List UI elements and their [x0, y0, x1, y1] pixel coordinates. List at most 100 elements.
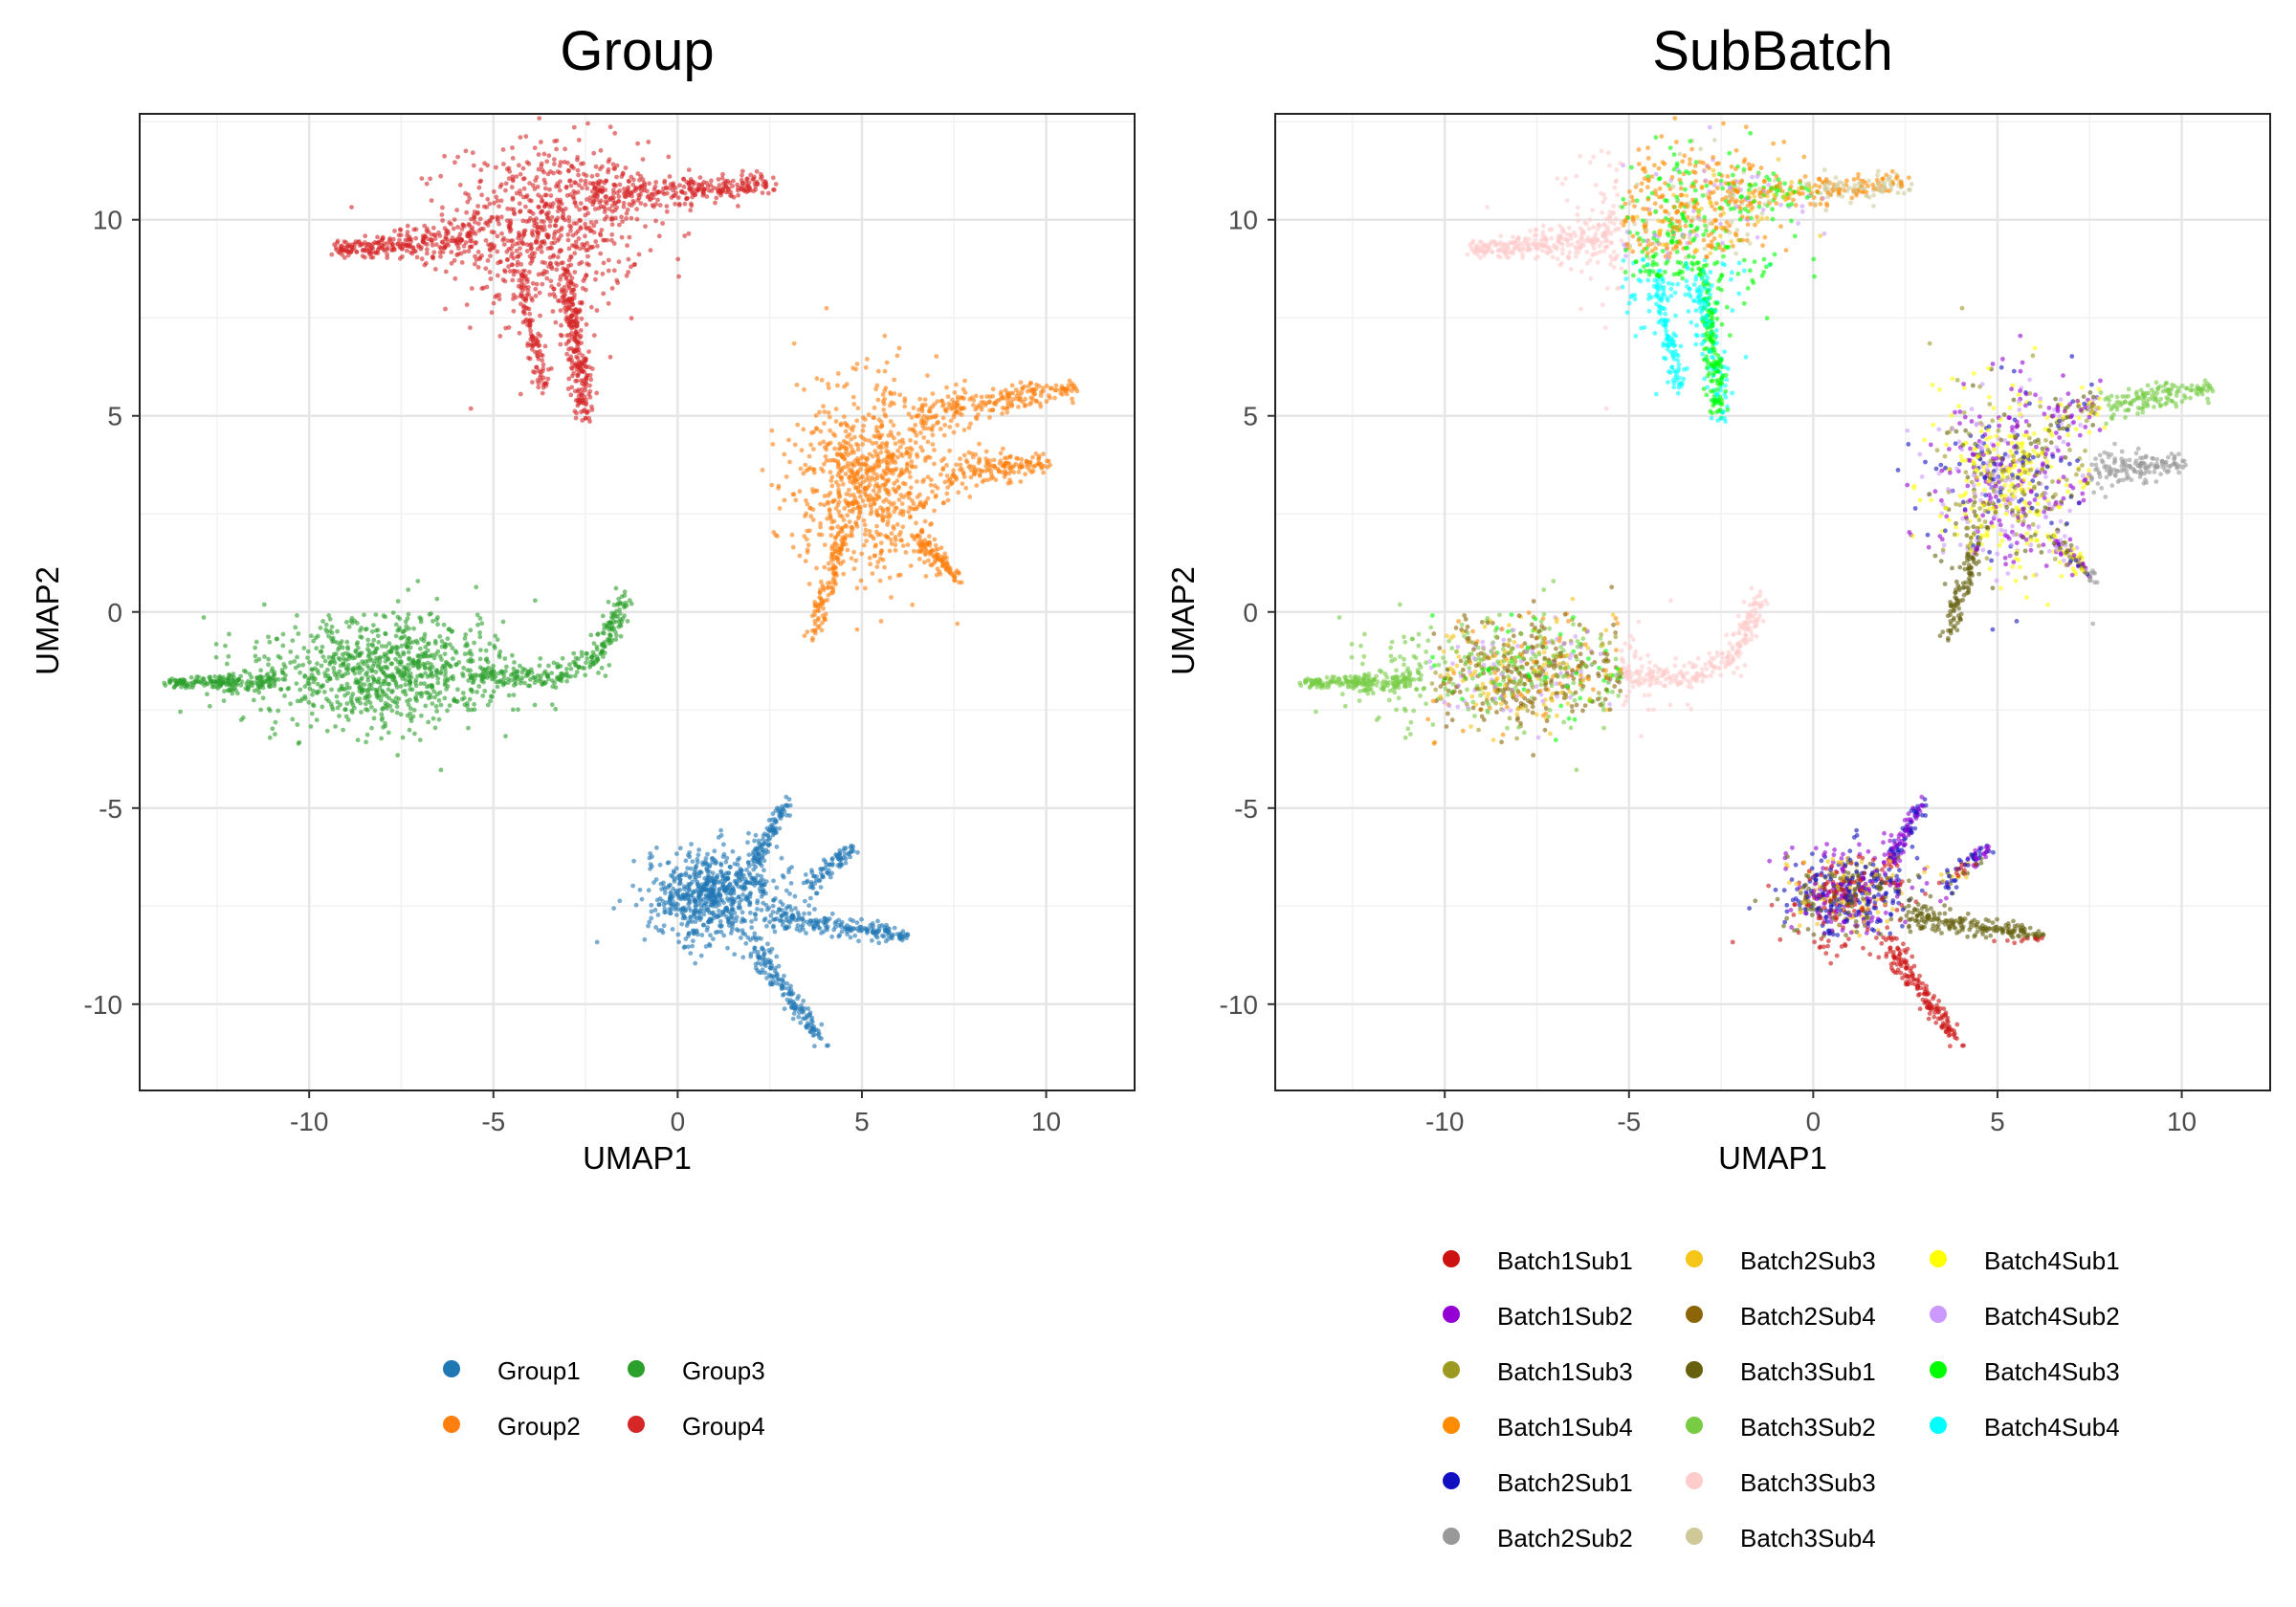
- data-point: [324, 728, 330, 734]
- data-point: [360, 253, 365, 259]
- data-point: [472, 701, 476, 707]
- data-point: [799, 448, 805, 453]
- data-point: [787, 459, 792, 465]
- data-point: [515, 269, 520, 275]
- data-point: [674, 851, 679, 856]
- data-point: [685, 195, 690, 201]
- data-point: [847, 508, 852, 514]
- data-point: [753, 916, 759, 922]
- data-point: [533, 598, 538, 604]
- data-point: [939, 458, 944, 463]
- data-point: [944, 463, 949, 468]
- data-point: [445, 678, 451, 683]
- data-point: [694, 871, 699, 877]
- data-point: [506, 264, 511, 270]
- data-point: [1036, 384, 1042, 389]
- data-point: [921, 560, 927, 565]
- data-point: [564, 678, 569, 684]
- data-point: [843, 440, 849, 446]
- data-point: [430, 225, 436, 231]
- data-point: [580, 186, 585, 190]
- data-point: [358, 681, 364, 687]
- data-point: [806, 542, 811, 548]
- data-point: [408, 711, 413, 716]
- data-point: [552, 139, 558, 144]
- data-point: [851, 463, 857, 468]
- data-point: [922, 518, 928, 524]
- data-point: [893, 460, 898, 465]
- data-point: [489, 230, 495, 234]
- data-point: [979, 407, 984, 412]
- data-point: [872, 405, 877, 410]
- data-point: [534, 364, 540, 370]
- data-point: [614, 205, 620, 210]
- data-point: [527, 181, 532, 187]
- data-point: [395, 753, 401, 758]
- data-point: [572, 308, 577, 314]
- data-point: [607, 207, 612, 211]
- data-point: [749, 918, 754, 924]
- data-point: [544, 231, 550, 237]
- data-point: [826, 410, 831, 415]
- data-point: [455, 225, 460, 230]
- data-point: [612, 130, 618, 136]
- data-point: [940, 404, 945, 408]
- data-point: [311, 703, 317, 709]
- data-point: [812, 630, 818, 636]
- data-point: [356, 662, 361, 667]
- data-point: [963, 485, 969, 491]
- data-point: [573, 415, 579, 421]
- data-point: [878, 619, 884, 624]
- data-point: [524, 292, 530, 297]
- data-point: [365, 241, 371, 247]
- data-point: [528, 677, 533, 682]
- data-point: [392, 677, 397, 683]
- data-point: [603, 673, 608, 678]
- data-point: [979, 468, 984, 473]
- data-point: [453, 160, 457, 165]
- data-point: [622, 589, 628, 595]
- data-point: [709, 917, 714, 923]
- data-point: [212, 679, 218, 684]
- data-point: [355, 737, 361, 742]
- data-point: [941, 432, 947, 438]
- data-point: [853, 558, 858, 563]
- data-point: [544, 159, 550, 165]
- data-point: [572, 190, 578, 196]
- data-point: [295, 613, 299, 618]
- data-point: [530, 183, 536, 188]
- data-point: [736, 204, 740, 209]
- data-point: [764, 923, 769, 929]
- data-point: [447, 703, 453, 708]
- data-point: [415, 653, 421, 659]
- data-point: [352, 671, 358, 676]
- data-point: [430, 243, 435, 248]
- data-point: [468, 668, 473, 673]
- data-point: [854, 418, 860, 424]
- data-point: [745, 880, 751, 885]
- data-point: [908, 437, 913, 443]
- data-point: [315, 691, 320, 695]
- data-point: [929, 428, 935, 432]
- data-point: [461, 243, 467, 249]
- data-point: [390, 698, 395, 703]
- data-point: [731, 194, 737, 200]
- data-point: [999, 389, 1004, 395]
- data-point: [398, 232, 404, 238]
- data-point: [580, 390, 585, 396]
- data-point: [726, 870, 732, 875]
- data-point: [485, 196, 491, 202]
- data-point: [892, 391, 897, 396]
- data-point: [985, 477, 990, 483]
- data-point: [919, 529, 925, 535]
- data-point: [425, 684, 430, 690]
- data-point: [719, 884, 725, 890]
- data-point: [516, 707, 520, 713]
- data-point: [682, 233, 688, 238]
- data-point: [396, 696, 402, 701]
- data-point: [527, 683, 533, 689]
- data-point: [1023, 403, 1028, 407]
- data-point: [946, 401, 952, 407]
- data-point: [576, 656, 581, 662]
- data-point: [510, 145, 515, 150]
